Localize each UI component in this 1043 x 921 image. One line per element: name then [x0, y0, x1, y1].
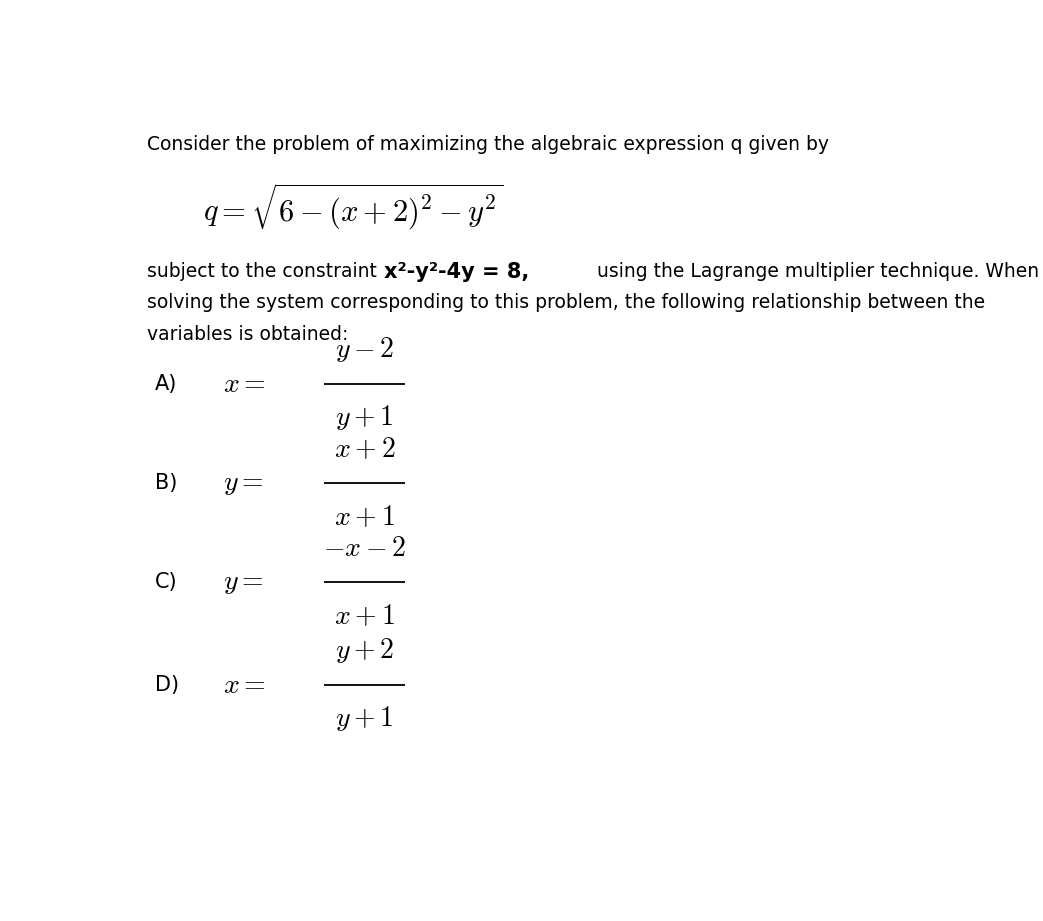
Text: D): D) — [154, 675, 178, 695]
Text: $y + 1$: $y + 1$ — [336, 403, 394, 432]
Text: A): A) — [154, 374, 177, 393]
Text: $y =$: $y =$ — [223, 568, 264, 596]
Text: variables is obtained:: variables is obtained: — [146, 325, 348, 344]
Text: $x =$: $x =$ — [223, 670, 266, 699]
Text: $x + 1$: $x + 1$ — [335, 602, 395, 630]
Text: $x + 1$: $x + 1$ — [335, 503, 395, 530]
Text: $x =$: $x =$ — [223, 369, 266, 398]
Text: $y + 2$: $y + 2$ — [335, 636, 394, 665]
Text: $q = \sqrt{6 - (x + 2)^2 - y^2}$: $q = \sqrt{6 - (x + 2)^2 - y^2}$ — [203, 181, 504, 232]
Text: Consider the problem of maximizing the algebraic expression q given by: Consider the problem of maximizing the a… — [146, 135, 828, 155]
Text: x²-y²-4y = 8,: x²-y²-4y = 8, — [384, 262, 530, 282]
Text: solving the system corresponding to this problem, the following relationship bet: solving the system corresponding to this… — [146, 294, 985, 312]
Text: $y - 2$: $y - 2$ — [335, 335, 394, 364]
Text: using the Lagrange multiplier technique. When: using the Lagrange multiplier technique.… — [591, 262, 1039, 281]
Text: $y =$: $y =$ — [223, 469, 264, 496]
Text: C): C) — [154, 572, 177, 592]
Text: $y + 1$: $y + 1$ — [336, 705, 394, 733]
Text: B): B) — [154, 472, 177, 493]
Text: $x + 2$: $x + 2$ — [334, 435, 395, 462]
Text: subject to the constraint: subject to the constraint — [146, 262, 383, 281]
Text: $-x - 2$: $-x - 2$ — [323, 534, 407, 562]
